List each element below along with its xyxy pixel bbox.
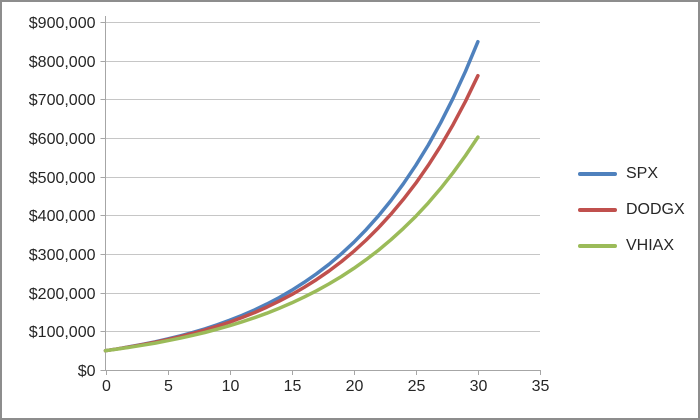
legend-entry-vhiax[interactable]: VHIAX: [578, 228, 685, 264]
series-line-vhiax: [103, 135, 480, 353]
y-tick-label: $400,000: [29, 208, 96, 225]
y-tick-label: $800,000: [29, 54, 96, 71]
legend-label-vhiax: VHIAX: [626, 237, 675, 254]
y-tick-label: $0: [78, 363, 96, 380]
x-tick-label: 0: [102, 378, 111, 395]
legend-line-sample-dodgx: [578, 208, 617, 212]
y-tick-label: $500,000: [29, 170, 96, 187]
x-tick-label: 30: [470, 378, 488, 395]
y-tick-label: $600,000: [29, 131, 96, 148]
y-tick-label: $100,000: [29, 324, 96, 341]
legend-line-sample-spx: [578, 172, 617, 176]
legend: SPX DODGX VHIAX: [578, 156, 685, 264]
series-line-dodgx: [103, 73, 480, 353]
x-tick-label: 35: [532, 378, 550, 395]
y-tick-label: $900,000: [29, 15, 96, 32]
legend-entry-spx[interactable]: SPX: [578, 156, 685, 192]
y-tick-label: $200,000: [29, 286, 96, 303]
x-tick-label: 20: [346, 378, 364, 395]
legend-entry-dodgx[interactable]: DODGX: [578, 192, 685, 228]
x-tick-label: 15: [284, 378, 302, 395]
x-tick-label: 5: [164, 378, 173, 395]
legend-label-dodgx: DODGX: [626, 201, 685, 218]
x-tick-label: 25: [408, 378, 426, 395]
x-tick-label: 10: [222, 378, 240, 395]
legend-label-spx: SPX: [626, 165, 659, 182]
y-tick-label: $300,000: [29, 247, 96, 264]
legend-line-sample-vhiax: [578, 244, 617, 248]
y-tick-label: $700,000: [29, 92, 96, 109]
